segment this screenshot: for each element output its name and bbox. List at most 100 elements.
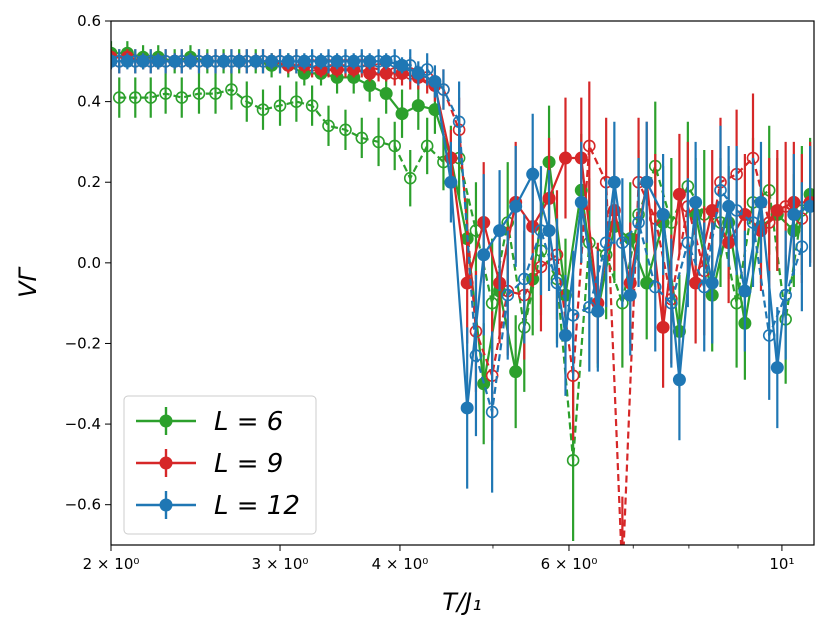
filled-marker (607, 175, 621, 189)
open-marker (305, 99, 319, 112)
filled-marker (411, 99, 425, 113)
filled-marker (493, 224, 507, 238)
open-marker (388, 139, 402, 153)
filled-marker (168, 54, 182, 68)
open-marker (144, 91, 158, 104)
filled-marker (754, 195, 768, 209)
filled-marker (411, 66, 425, 80)
filled-marker (363, 54, 377, 68)
open-marker (372, 135, 385, 149)
filled-marker (477, 377, 491, 391)
filled-marker (640, 175, 654, 189)
filled-marker (330, 54, 344, 68)
filled-marker (623, 288, 637, 302)
open-marker (403, 171, 417, 185)
open-marker (192, 87, 206, 100)
filled-marker (265, 54, 279, 68)
open-marker (322, 119, 335, 133)
open-marker (714, 183, 727, 197)
open-marker (273, 99, 287, 112)
filled-marker (347, 54, 361, 68)
open-marker (583, 139, 596, 153)
open-marker (240, 95, 254, 108)
open-marker (746, 216, 760, 229)
open-marker (420, 139, 434, 153)
filled-marker (249, 54, 263, 68)
filled-marker (217, 54, 231, 68)
open-marker (566, 454, 580, 467)
x-axis-label: T/J₁ (442, 588, 481, 616)
open-marker (159, 87, 172, 100)
y-tick-label: −0.4 (65, 415, 101, 433)
open-marker (648, 280, 662, 294)
filled-marker (151, 54, 165, 68)
series-L-12 (111, 49, 814, 493)
filled-marker (672, 187, 686, 201)
legend-label: L = 12 (214, 491, 300, 521)
filled-marker (787, 207, 801, 221)
plot-frame (110, 20, 815, 546)
filled-marker (111, 54, 118, 68)
open-marker (517, 272, 531, 286)
filled-marker (477, 248, 491, 262)
open-marker (437, 83, 450, 96)
filled-marker (281, 54, 295, 68)
open-marker (355, 131, 369, 145)
filled-marker (722, 199, 736, 213)
open-marker (632, 216, 645, 229)
y-axis-label: VΓ (14, 266, 42, 297)
filled-marker (558, 151, 572, 165)
filled-marker (379, 54, 393, 68)
open-marker (501, 288, 515, 302)
y-tick-label: 0.6 (77, 12, 101, 30)
filled-marker (738, 284, 752, 298)
legend: L = 6 L = 9 L = 12 (123, 395, 317, 535)
filled-marker (314, 54, 328, 68)
legend-marker (159, 414, 173, 428)
open-marker (339, 123, 352, 137)
filled-marker (136, 54, 150, 68)
y-tick-label: −0.2 (65, 334, 101, 352)
filled-marker (297, 54, 311, 68)
filled-marker (705, 203, 719, 217)
filled-marker (770, 361, 784, 375)
filled-marker (672, 373, 686, 387)
legend-marker (159, 498, 173, 512)
filled-marker (803, 199, 814, 213)
filled-marker (183, 54, 197, 68)
filled-marker (542, 224, 556, 238)
open-marker (112, 91, 126, 104)
legend-marker (159, 456, 173, 470)
open-marker (469, 349, 483, 362)
y-tick-label: 0.2 (77, 173, 101, 191)
filled-marker (200, 54, 214, 68)
filled-marker (379, 87, 393, 101)
x-tick-label: 2 × 10⁰ (83, 555, 140, 573)
open-marker (452, 115, 466, 129)
open-marker (225, 83, 238, 96)
open-marker (290, 95, 303, 108)
open-marker (485, 405, 499, 419)
filled-marker (509, 365, 523, 379)
filled-marker (656, 207, 670, 221)
y-tick-label: 0.0 (77, 254, 101, 272)
filled-marker (444, 175, 458, 189)
open-marker (175, 91, 189, 104)
filled-marker (395, 107, 409, 121)
filled-marker (395, 58, 409, 72)
filled-marker (232, 54, 246, 68)
x-tick-label: 10¹ (769, 555, 794, 573)
legend-frame (123, 395, 317, 535)
x-tick-label: 4 × 10⁰ (372, 555, 429, 573)
y-tick-label: 0.4 (77, 93, 101, 111)
filled-marker (460, 401, 474, 415)
filled-marker (591, 304, 605, 318)
filled-marker (428, 74, 442, 88)
filled-marker (770, 203, 784, 217)
filled-marker (526, 167, 540, 181)
filled-marker (558, 328, 572, 342)
filled-marker (120, 54, 134, 68)
y-tick-label: −0.6 (65, 496, 101, 514)
open-marker (681, 236, 695, 249)
